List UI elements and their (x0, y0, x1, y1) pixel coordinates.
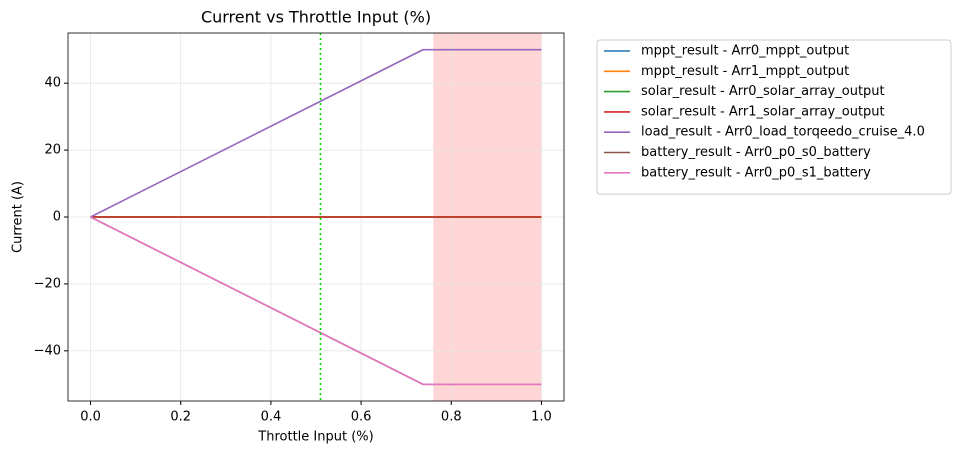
legend-label: battery_result - Arr0_p0_s1_battery (641, 165, 871, 180)
y-axis-label: Current (A) (11, 181, 26, 253)
x-axis-label: Throttle Input (%) (257, 430, 373, 445)
chart-title: Current vs Throttle Input (%) (201, 8, 431, 27)
x-tick-label: 0.6 (351, 410, 372, 425)
x-tick-label: 0.8 (441, 410, 462, 425)
legend-label: solar_result - Arr0_solar_array_output (641, 84, 885, 99)
legend-label: load_result - Arr0_load_torqeedo_cruise_… (641, 125, 925, 140)
y-tick-label: −40 (34, 343, 61, 358)
legend-box (596, 39, 952, 195)
y-tick-label: 40 (44, 76, 61, 91)
legend-label: solar_result - Arr1_solar_array_output (641, 104, 885, 119)
series-line (90, 216, 542, 386)
y-tick-label: −20 (34, 276, 61, 291)
legend-label: mppt_result - Arr0_mppt_output (641, 44, 849, 59)
series-line (90, 48, 542, 218)
x-tick-label: 1.0 (531, 410, 552, 425)
x-tick-label: 0.0 (80, 410, 101, 425)
x-tick-label: 0.4 (261, 410, 282, 425)
y-tick-label: 0 (53, 210, 61, 225)
y-tick-label: 20 (44, 143, 61, 158)
x-tick-label: 0.2 (170, 410, 191, 425)
plot-frame (67, 32, 565, 402)
legend-label: mppt_result - Arr1_mppt_output (641, 64, 849, 79)
legend-label: battery_result - Arr0_p0_s0_battery (641, 145, 871, 160)
